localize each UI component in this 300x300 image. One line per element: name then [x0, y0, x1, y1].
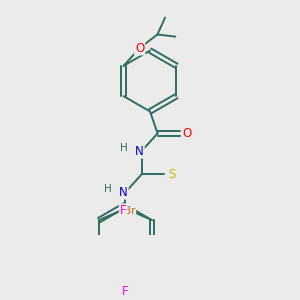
- Text: N: N: [135, 145, 144, 158]
- Text: H: H: [104, 184, 112, 194]
- Text: O: O: [135, 41, 144, 55]
- Text: N: N: [119, 186, 128, 199]
- Text: F: F: [122, 285, 129, 298]
- Text: S: S: [168, 168, 176, 181]
- Text: O: O: [183, 127, 192, 140]
- Text: Br: Br: [124, 206, 135, 216]
- Text: F: F: [120, 204, 126, 217]
- Text: H: H: [120, 143, 128, 153]
